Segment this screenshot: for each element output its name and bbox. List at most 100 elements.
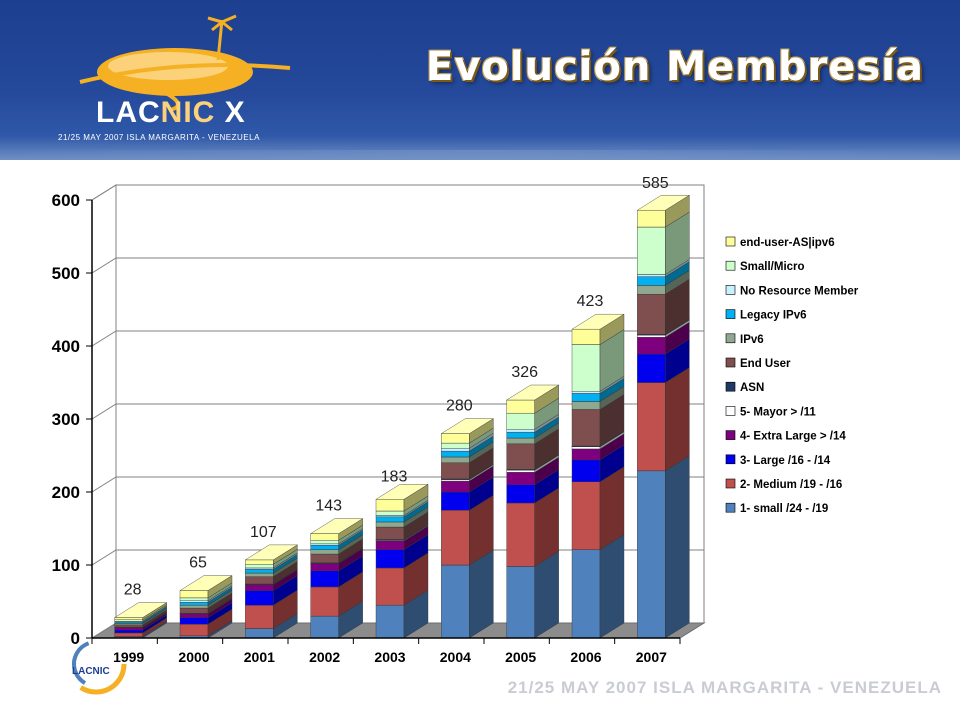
legend-label: No Resource Member bbox=[740, 285, 859, 297]
bar-top bbox=[375, 484, 429, 500]
y-tick-label: 300 bbox=[52, 410, 80, 429]
bar-top bbox=[309, 518, 364, 534]
y-tick-label: 500 bbox=[52, 264, 80, 283]
bar-segment bbox=[113, 602, 168, 621]
x-tick-label-2002: 2002 bbox=[309, 649, 340, 665]
bar-front bbox=[571, 409, 601, 447]
bar-front bbox=[114, 619, 143, 622]
bar-stack-2005 bbox=[505, 384, 560, 639]
y-tick-label: 600 bbox=[52, 191, 80, 210]
lacnic-footer-logo: LACNIC bbox=[65, 633, 127, 695]
bar-front bbox=[245, 584, 274, 591]
legend-swatch bbox=[725, 381, 736, 392]
bar-front bbox=[441, 491, 470, 511]
total-label-2007: 585 bbox=[642, 175, 669, 192]
bar-stack-2003 bbox=[375, 483, 429, 639]
legend-swatch bbox=[725, 309, 736, 319]
bar-segment bbox=[636, 367, 691, 472]
bar-front bbox=[375, 516, 405, 523]
legend-swatch bbox=[725, 430, 736, 440]
bar-front bbox=[441, 456, 470, 463]
bar-front bbox=[637, 226, 666, 275]
total-label-2003: 183 bbox=[381, 468, 408, 485]
bar-top bbox=[113, 602, 168, 618]
bar-front bbox=[310, 533, 339, 541]
bar-front bbox=[637, 353, 666, 383]
legend-item: End User bbox=[725, 357, 791, 370]
bar-front bbox=[571, 446, 601, 450]
legend-item: Small/Micro bbox=[725, 260, 805, 273]
bar-front bbox=[637, 470, 666, 639]
bar-front bbox=[245, 567, 274, 570]
footer-tagline: 21/25 MAY 2007 ISLA MARGARITA - VENEZUEL… bbox=[507, 678, 942, 697]
gridline bbox=[91, 330, 704, 347]
legend-item: 4- Extra Large > /14 bbox=[725, 430, 846, 443]
bar-front bbox=[245, 628, 274, 639]
total-labels: 28 65 107 143 183 280 326 423 585 bbox=[124, 175, 669, 599]
total-label-2000: 65 bbox=[189, 555, 207, 572]
total-label-2006: 423 bbox=[577, 293, 604, 310]
bar-front bbox=[310, 570, 339, 588]
bar-front bbox=[637, 337, 666, 355]
bar-segment bbox=[440, 418, 495, 444]
legend-swatch bbox=[725, 333, 736, 344]
total-label-1999: 28 bbox=[124, 582, 142, 599]
bar-front bbox=[179, 607, 209, 614]
header-banner: LACNIC X 21/25 MAY 2007 ISLA MARGARITA -… bbox=[0, 0, 960, 160]
bar-segment bbox=[375, 483, 429, 512]
legend-item: end-user-AS|ipv6 bbox=[725, 236, 835, 249]
bar-front bbox=[506, 469, 535, 473]
legend-swatch bbox=[725, 285, 736, 295]
bar-front bbox=[441, 480, 470, 493]
total-label-2004: 280 bbox=[446, 398, 473, 415]
bar-front bbox=[310, 543, 339, 546]
y-tick-label: 100 bbox=[52, 556, 80, 575]
bar-segment bbox=[636, 455, 691, 639]
bar-front bbox=[310, 553, 339, 564]
bar-front bbox=[179, 600, 209, 603]
bar-front bbox=[441, 564, 470, 639]
bar-front bbox=[245, 559, 274, 565]
bar-front bbox=[375, 510, 405, 516]
bar-top bbox=[440, 418, 495, 434]
y-tick-label: 400 bbox=[52, 337, 80, 356]
bar-front bbox=[114, 621, 143, 624]
bar-top bbox=[571, 314, 625, 330]
bar-front bbox=[310, 545, 339, 550]
bar-front bbox=[245, 569, 274, 574]
bar-top bbox=[179, 575, 233, 591]
bar-front bbox=[506, 472, 535, 485]
bar-front bbox=[441, 479, 470, 482]
bar-front bbox=[571, 481, 601, 550]
bar-front bbox=[441, 462, 470, 480]
total-label-2005: 326 bbox=[511, 364, 538, 381]
bar-front bbox=[310, 549, 339, 555]
x-tick-label-2005: 2005 bbox=[505, 649, 536, 665]
bar-front bbox=[375, 540, 405, 550]
bar-front bbox=[506, 437, 535, 445]
legend-label: 3- Large /16 - /14 bbox=[740, 455, 831, 467]
membership-chart: 0 100 200 300 400 500 600 28 65 107 143 183 280 326 4… bbox=[52, 175, 859, 665]
bar-front bbox=[310, 563, 339, 572]
logo-wordmark: LACNIC X bbox=[96, 96, 246, 129]
x-tick-label-2003: 2003 bbox=[374, 649, 405, 665]
bar-top bbox=[244, 544, 299, 561]
bar-stack-2004 bbox=[440, 418, 495, 639]
legend-swatch bbox=[725, 406, 736, 416]
bar-front bbox=[506, 443, 535, 470]
bar-front bbox=[375, 604, 405, 639]
legend-swatch bbox=[725, 454, 736, 465]
legend-item: 5- Mayor > /11 bbox=[725, 406, 816, 418]
bar-front bbox=[375, 567, 405, 606]
bar-front bbox=[441, 450, 470, 458]
bar-segment bbox=[244, 544, 299, 565]
bar-front bbox=[506, 484, 535, 504]
x-tick-label-2000: 2000 bbox=[178, 649, 209, 665]
bars bbox=[113, 194, 691, 639]
bar-side bbox=[665, 367, 690, 472]
bar-front bbox=[245, 604, 274, 629]
legend-swatch bbox=[725, 357, 736, 368]
legend-swatch bbox=[725, 236, 736, 247]
legend-item: 2- Medium /19 - /16 bbox=[725, 478, 842, 491]
y-tick-label: 0 bbox=[71, 629, 80, 648]
